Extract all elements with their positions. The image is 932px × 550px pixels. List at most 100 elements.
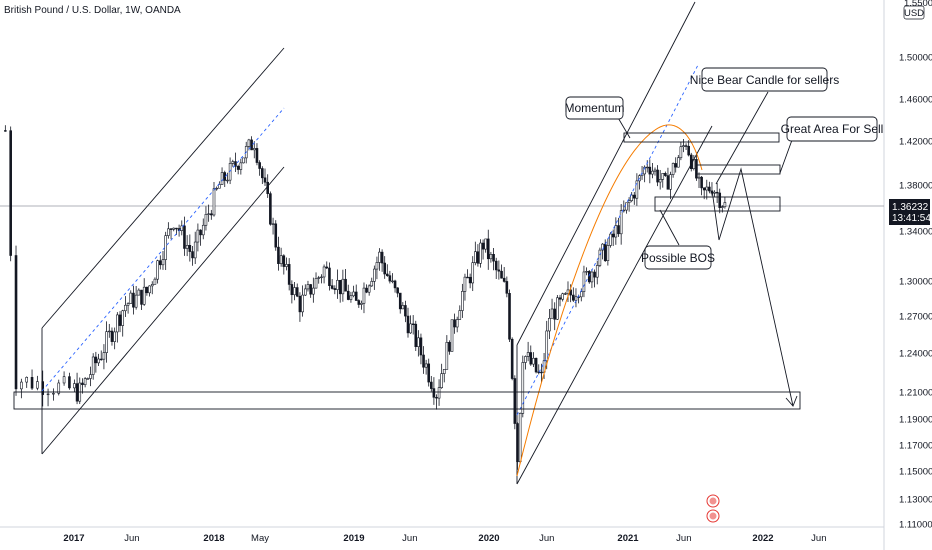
- time-tick-label: 2021: [617, 533, 639, 544]
- candle: [461, 283, 464, 318]
- candle-body: [664, 173, 667, 176]
- candle: [648, 159, 652, 184]
- candle: [666, 167, 670, 190]
- candle: [619, 203, 623, 245]
- candle-body: [145, 286, 149, 294]
- channel-1-mid[interactable]: [41, 107, 285, 392]
- projection-path[interactable]: [711, 167, 794, 407]
- candle: [75, 372, 79, 405]
- candle: [97, 353, 100, 366]
- candle-body: [266, 181, 269, 194]
- candle: [105, 321, 108, 363]
- channel-1-lower[interactable]: [41, 166, 285, 455]
- candle-body: [500, 270, 503, 279]
- candle: [4, 125, 7, 132]
- flag-icon[interactable]: [706, 494, 720, 508]
- candle: [271, 217, 275, 235]
- candle-body: [401, 305, 405, 310]
- candle-body: [406, 315, 410, 334]
- candle-body: [380, 251, 384, 264]
- candle: [156, 259, 159, 284]
- candle: [450, 319, 454, 352]
- candle: [617, 217, 620, 237]
- candle-body: [30, 377, 34, 389]
- annotation-possible-bos[interactable]: Possible BOS: [641, 245, 715, 270]
- candle-body: [486, 238, 490, 260]
- price-tick-label: 1.13000: [899, 495, 932, 506]
- candle-body: [57, 382, 61, 394]
- candle-body: [409, 323, 412, 334]
- annotation-bear-candle[interactable]: Nice Bear Candle for sellers: [690, 67, 839, 92]
- candle-body: [137, 289, 141, 296]
- annotation-great-area[interactable]: Great Area For Sell: [781, 116, 884, 142]
- candle: [700, 175, 703, 196]
- candle: [677, 154, 680, 168]
- zone-support[interactable]: [13, 391, 801, 410]
- time-tick-label: 2022: [752, 533, 773, 544]
- momentum-arc[interactable]: [516, 124, 703, 477]
- candle: [352, 285, 355, 298]
- candle-body: [14, 255, 18, 390]
- candle-body: [322, 266, 326, 278]
- candle-body: [516, 423, 519, 463]
- candle: [609, 232, 612, 248]
- candle-body: [325, 266, 329, 269]
- candle-body: [432, 388, 436, 398]
- candle-body: [627, 200, 631, 204]
- candle: [718, 188, 722, 214]
- price-axis[interactable]: 1.50000 1.46000 1.42000 1.38000 1.34000 1.300…: [899, 53, 932, 531]
- zone-bear-candle[interactable]: [695, 164, 781, 175]
- candle-body: [129, 292, 133, 304]
- event-markers[interactable]: [706, 494, 720, 523]
- time-tick-label: May: [251, 533, 269, 544]
- candle: [723, 197, 727, 209]
- candle-body: [242, 157, 245, 164]
- candle: [201, 218, 205, 240]
- time-tick-label: Jun: [676, 533, 691, 544]
- channel-1-upper[interactable]: [41, 47, 285, 329]
- annotation-possible-bos-text: Possible BOS: [641, 251, 715, 265]
- candle: [440, 363, 443, 389]
- time-axis[interactable]: 2017 Jun 2018 May 2019 Jun 2020 Jun 2021 Jun 2022 J…: [63, 533, 826, 544]
- price-tick-label: 1.30000: [899, 277, 932, 288]
- channel-2-lower[interactable]: [516, 125, 713, 485]
- candle: [269, 191, 272, 226]
- candle: [411, 315, 415, 335]
- candle: [502, 267, 506, 283]
- candle-body: [204, 214, 208, 226]
- candle-body: [113, 331, 116, 342]
- candle-body: [52, 393, 55, 395]
- candle: [336, 269, 339, 299]
- candle: [145, 286, 149, 296]
- candle: [220, 167, 224, 185]
- drawings[interactable]: [13, 1, 801, 485]
- zone-great-area-for-sell[interactable]: [623, 132, 780, 143]
- candle-body: [442, 369, 446, 374]
- channel-2-upper[interactable]: [516, 1, 696, 346]
- candle-body: [258, 162, 261, 169]
- candle: [625, 202, 628, 214]
- candle: [236, 164, 240, 175]
- flag-icon[interactable]: [706, 509, 720, 523]
- candle: [169, 228, 173, 240]
- currency-badge[interactable]: USD: [903, 5, 925, 20]
- candle-body: [301, 294, 304, 313]
- candle: [142, 278, 146, 306]
- candle: [432, 377, 436, 405]
- candle: [89, 366, 92, 387]
- last-price-value: 1.36232: [892, 202, 929, 213]
- candle: [585, 267, 588, 276]
- time-tick-label: 2019: [343, 533, 364, 544]
- candle-body: [437, 387, 441, 399]
- candle: [572, 287, 575, 302]
- candle: [210, 209, 213, 220]
- candle: [322, 264, 326, 284]
- annotation-momentum[interactable]: Momentum: [564, 96, 625, 120]
- candle: [180, 220, 184, 236]
- zone-possible-bos[interactable]: [654, 196, 781, 212]
- candle: [116, 312, 119, 343]
- candle: [91, 353, 95, 380]
- candle-body: [269, 193, 272, 225]
- candle: [656, 165, 659, 187]
